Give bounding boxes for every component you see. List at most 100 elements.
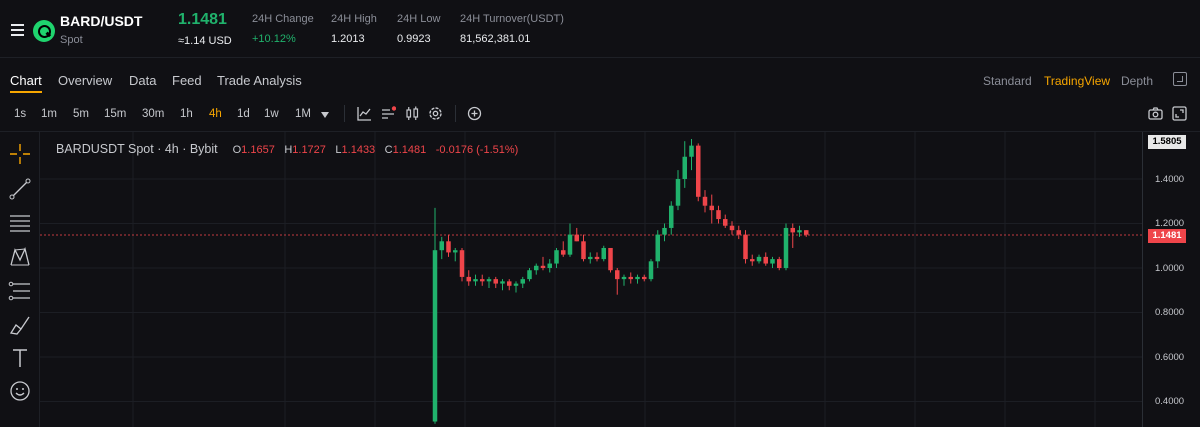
candles-icon[interactable] bbox=[405, 106, 420, 121]
ticker-header: BARD/USDT Spot 1.1481 ≈1.14 USD 24H Chan… bbox=[0, 0, 1200, 57]
brush-icon[interactable] bbox=[8, 313, 32, 337]
candle-body bbox=[588, 256, 593, 260]
fibonacci-icon[interactable] bbox=[8, 279, 32, 303]
view-standard[interactable]: Standard bbox=[983, 74, 1032, 88]
candle-body bbox=[601, 247, 606, 260]
legend-close: 1.1481 bbox=[392, 144, 427, 156]
candle-body bbox=[743, 234, 748, 260]
candle-body bbox=[439, 241, 444, 251]
candle-body bbox=[783, 227, 789, 268]
bard-coin-icon bbox=[33, 20, 55, 42]
tab-data[interactable]: Data bbox=[129, 73, 157, 88]
candle-body bbox=[608, 247, 613, 271]
candle-body bbox=[696, 145, 701, 197]
emoji-icon[interactable] bbox=[8, 379, 32, 403]
text-tool-icon[interactable] bbox=[8, 346, 32, 370]
tab-trade-analysis[interactable]: Trade Analysis bbox=[217, 73, 302, 88]
candle-body bbox=[750, 259, 755, 262]
stat-24h-high: 24H High 1.2013 bbox=[331, 13, 377, 45]
pattern-icon[interactable] bbox=[8, 245, 32, 269]
legend-high-key: H bbox=[284, 144, 293, 156]
candle-body bbox=[669, 205, 674, 228]
candle-body bbox=[682, 156, 687, 179]
stat-label: 24H Low bbox=[397, 13, 441, 25]
candle-body bbox=[493, 279, 498, 284]
interval-5m[interactable]: 5m bbox=[73, 108, 89, 120]
price-tick: 0.6000 bbox=[1155, 352, 1185, 363]
candle-body bbox=[763, 256, 768, 264]
candle-body bbox=[459, 250, 465, 277]
stat-value: 81,562,381.01 bbox=[460, 33, 531, 45]
interval-1s[interactable]: 1s bbox=[14, 108, 27, 120]
candle-body bbox=[675, 179, 681, 206]
candle-body bbox=[527, 270, 532, 280]
candle-body bbox=[594, 256, 600, 260]
indicators-icon[interactable] bbox=[381, 106, 396, 121]
tab-chart[interactable]: Chart bbox=[10, 73, 42, 88]
stat-24h-change: 24H Change +10.12% bbox=[252, 13, 314, 45]
candle-body bbox=[804, 230, 809, 235]
candle-body bbox=[446, 241, 451, 253]
candle-body bbox=[540, 265, 546, 268]
stat-24h-turnover: 24H Turnover(USDT) 81,562,381.01 bbox=[460, 13, 564, 45]
stat-24h-low: 24H Low 0.9923 bbox=[397, 13, 440, 45]
candle-body bbox=[520, 279, 525, 284]
stat-label: 24H High bbox=[331, 13, 377, 25]
ohlc-legend: BARDUSDT Spot · 4h · Bybit O1.1657 H1.17… bbox=[56, 142, 524, 156]
candle-body bbox=[655, 234, 660, 262]
chart-type-icon[interactable] bbox=[357, 106, 372, 121]
horizontal-lines-icon[interactable] bbox=[8, 211, 32, 235]
active-tab-indicator bbox=[10, 91, 42, 93]
interval-1d[interactable]: 1d bbox=[237, 108, 250, 120]
last-price-usd: ≈1.14 USD bbox=[178, 35, 232, 47]
candlestick-chart[interactable]: BARDUSDT Spot · 4h · Bybit O1.1657 H1.17… bbox=[40, 132, 1142, 427]
high-price-label: 1.5805 bbox=[1148, 135, 1186, 149]
candle-body bbox=[709, 205, 714, 211]
settings-gear-icon[interactable] bbox=[428, 106, 443, 121]
candle-body bbox=[567, 234, 573, 255]
interval-1M[interactable]: 1M bbox=[295, 108, 311, 120]
chart-toolbar: 1s 1m 5m 15m 30m 1h 4h 1d 1w 1M bbox=[0, 97, 1200, 132]
chevron-down-icon[interactable] bbox=[321, 112, 329, 118]
fullscreen-icon[interactable] bbox=[1172, 106, 1187, 121]
add-plus-icon[interactable] bbox=[467, 106, 482, 121]
interval-1h[interactable]: 1h bbox=[180, 108, 193, 120]
candle-body bbox=[756, 256, 762, 262]
toolbar-divider bbox=[455, 105, 456, 122]
price-tick: 1.0000 bbox=[1155, 263, 1185, 274]
tab-overview[interactable]: Overview bbox=[58, 73, 113, 88]
interval-15m[interactable]: 15m bbox=[104, 108, 127, 120]
menu-icon[interactable] bbox=[11, 24, 24, 36]
camera-icon[interactable] bbox=[1148, 106, 1163, 121]
candle-body bbox=[689, 145, 694, 157]
candle-body bbox=[716, 210, 721, 220]
candle-body bbox=[615, 270, 620, 280]
candle-body bbox=[770, 259, 775, 264]
view-tradingview[interactable]: TradingView bbox=[1044, 74, 1111, 88]
interval-1w[interactable]: 1w bbox=[264, 108, 279, 120]
price-tick: 0.8000 bbox=[1155, 307, 1185, 318]
pair-name[interactable]: BARD/USDT bbox=[60, 13, 143, 29]
expand-icon[interactable] bbox=[1173, 72, 1187, 86]
legend-high: 1.1727 bbox=[292, 144, 326, 156]
price-axis[interactable]: 1.5805 1.4000 1.2000 1.1481 1.0000 0.800… bbox=[1142, 132, 1200, 427]
stat-label: 24H Turnover(USDT) bbox=[460, 13, 564, 25]
legend-change: -0.0176 (-1.51%) bbox=[435, 144, 519, 156]
trend-line-icon[interactable] bbox=[8, 177, 32, 201]
candle-body bbox=[500, 281, 505, 284]
candle-body bbox=[432, 250, 438, 422]
view-depth[interactable]: Depth bbox=[1121, 74, 1154, 88]
candle-body bbox=[723, 219, 728, 226]
interval-30m[interactable]: 30m bbox=[142, 108, 165, 120]
candle-body bbox=[777, 259, 782, 268]
interval-1m[interactable]: 1m bbox=[41, 108, 57, 120]
crosshair-icon[interactable] bbox=[8, 142, 32, 166]
candle-body bbox=[797, 230, 802, 233]
interval-4h[interactable]: 4h bbox=[209, 108, 222, 120]
tab-feed[interactable]: Feed bbox=[172, 73, 202, 88]
candle-body bbox=[534, 265, 539, 271]
price-tick: 0.4000 bbox=[1155, 396, 1185, 407]
chart-canvas[interactable] bbox=[40, 132, 1142, 427]
candle-body bbox=[554, 250, 559, 264]
stat-label: 24H Change bbox=[252, 13, 314, 25]
